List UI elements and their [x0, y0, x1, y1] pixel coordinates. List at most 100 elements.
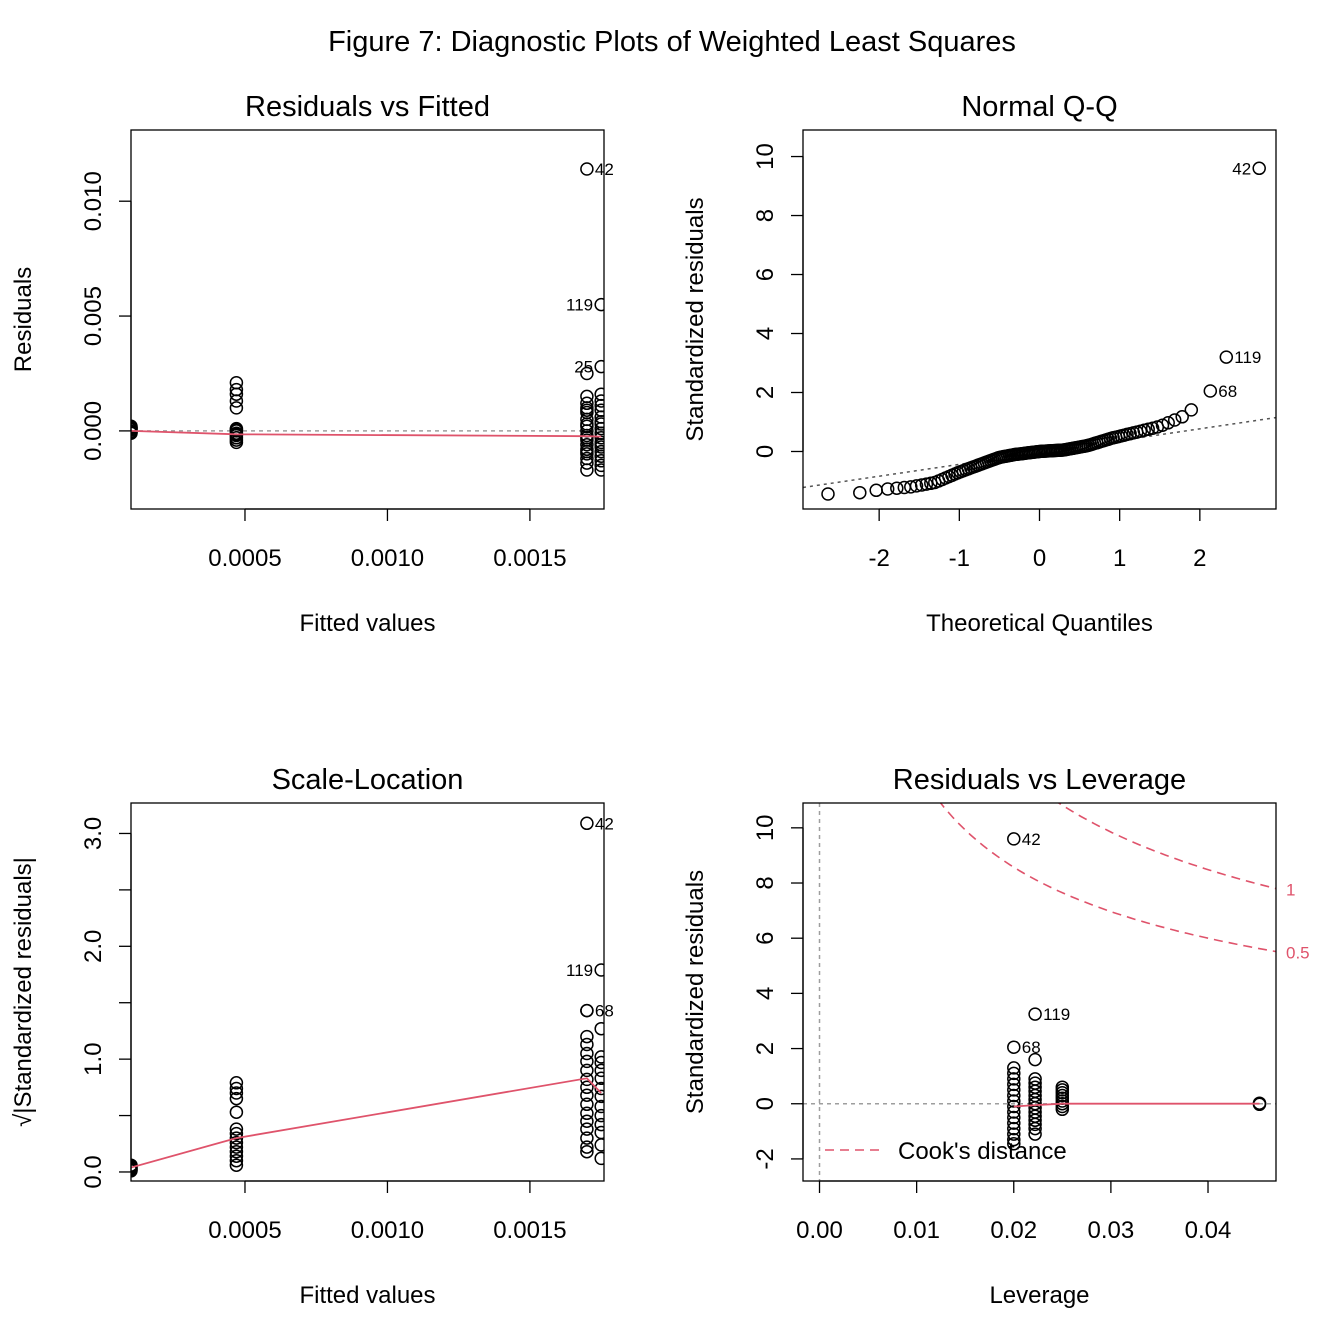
- data-point: [1007, 1066, 1021, 1081]
- point-label: 25: [574, 358, 593, 377]
- data-point: [580, 366, 594, 381]
- x-tick-label: 0.02: [990, 1217, 1037, 1244]
- data-point: [1007, 1121, 1021, 1136]
- data-point: [1007, 1040, 1021, 1054]
- x-tick-label: 0.00: [796, 1217, 843, 1244]
- x-tick-label: 0.0005: [208, 1217, 281, 1244]
- data-point: [229, 1140, 244, 1154]
- data-point: [580, 437, 594, 452]
- legend: Cook's distance: [825, 1138, 1067, 1165]
- data-point: [229, 1149, 244, 1163]
- panel-title: Scale-Location: [272, 764, 464, 796]
- data-point: [580, 1144, 594, 1159]
- data-point: [580, 1114, 594, 1128]
- x-axis: 0.00 0.01 0.02 0.03 0.04: [796, 1180, 1232, 1244]
- y-axis: 0.000 0.005 0.010: [80, 171, 132, 461]
- data-point: [594, 444, 604, 459]
- data-point: [229, 1105, 244, 1119]
- data-point: [229, 1091, 244, 1106]
- y-tick-label: 4: [752, 327, 779, 340]
- data-point: [580, 444, 594, 459]
- data-point: [580, 1037, 594, 1052]
- data-point: [880, 482, 895, 496]
- y-tick-label: 4: [752, 987, 779, 1000]
- data-point: [131, 426, 138, 440]
- data-point: [914, 478, 929, 492]
- data-point: [1007, 1077, 1021, 1092]
- data-point: [594, 1099, 604, 1114]
- data-point: [131, 421, 138, 436]
- y-tick-label: 10: [752, 143, 779, 170]
- data-point: [1175, 410, 1189, 424]
- data-point: [1028, 1007, 1042, 1021]
- x-tick-label: 0.0005: [208, 545, 281, 572]
- data-point: [580, 1097, 594, 1112]
- data-point: [594, 1151, 604, 1166]
- data-point: [1007, 1116, 1021, 1130]
- data-point: [1184, 403, 1199, 417]
- data-point: [594, 431, 604, 445]
- y-tick-label: 2: [752, 386, 779, 399]
- data-point: [869, 483, 883, 498]
- cooks-distance-curve: [1057, 803, 1276, 890]
- x-tick-label: 0.03: [1088, 1217, 1135, 1244]
- data-point: [919, 477, 934, 491]
- x-tick-label: 1: [1113, 545, 1126, 572]
- point-label: 68: [1022, 1038, 1041, 1057]
- point-label: 119: [566, 961, 593, 980]
- data-point: [1007, 1083, 1021, 1097]
- panel-4: Residuals vs Leverage Leverage Standardize…: [682, 764, 1310, 1309]
- data-point: [1007, 1072, 1021, 1086]
- data-point: [594, 1081, 604, 1096]
- panel-3: Scale-Location Fitted values √|Standardize…: [10, 764, 614, 1309]
- y-tick-label: 1.0: [80, 1042, 107, 1075]
- y-tick-label: 0: [752, 1097, 779, 1110]
- data-point: [1007, 1137, 1021, 1151]
- data-point: [580, 1063, 594, 1078]
- x-axis: 0.0005 0.0010 0.0015: [208, 1180, 567, 1244]
- data-point: [1028, 1052, 1042, 1067]
- y-tick-label: 2: [752, 1042, 779, 1055]
- data-point: [594, 1117, 604, 1132]
- x-tick-label: 0.01: [893, 1217, 940, 1244]
- data-point: [229, 1153, 244, 1168]
- data-point: [1167, 413, 1182, 427]
- point-label: 42: [1022, 830, 1041, 849]
- data-point: [229, 394, 244, 408]
- x-tick-label: 0.0010: [351, 1217, 424, 1244]
- x-tick-label: -2: [868, 545, 889, 572]
- x-tick-label: 0.0010: [351, 545, 424, 572]
- data-point: [594, 1089, 604, 1104]
- data-point: [594, 1055, 604, 1070]
- data-point: [580, 816, 594, 831]
- y-tick-label: 0.0: [80, 1155, 107, 1188]
- data-point: [229, 1158, 244, 1172]
- data-point: [580, 1080, 594, 1095]
- data-point: [594, 421, 604, 436]
- y-tick-label: 8: [752, 876, 779, 889]
- data-point: [1219, 350, 1234, 364]
- data-point: [580, 162, 594, 176]
- data-point: [580, 1029, 594, 1044]
- y-tick-label: 0.000: [80, 401, 107, 461]
- data-point: [594, 1063, 604, 1078]
- y-tick-label: 0.010: [80, 171, 107, 231]
- data-point: [594, 359, 604, 374]
- data-point: [853, 485, 867, 500]
- y-tick-label: 0: [752, 445, 779, 458]
- panel-title: Residuals vs Fitted: [245, 91, 490, 123]
- x-tick-label: 0.0015: [493, 1217, 566, 1244]
- point-label: 119: [1234, 348, 1261, 367]
- y-tick-label: 0.005: [80, 286, 107, 346]
- data-point: [594, 1125, 604, 1140]
- x-tick-label: 0.04: [1185, 1217, 1232, 1244]
- legend-label: Cook's distance: [898, 1138, 1067, 1165]
- panel-2: Normal Q-Q Theoretical Quantiles Standardi…: [682, 91, 1277, 637]
- data-point: [821, 487, 835, 501]
- data-point: [594, 394, 604, 408]
- y-axis-label: Standardized residuals: [682, 870, 709, 1114]
- data-point: [594, 454, 604, 468]
- data-point: [594, 963, 604, 977]
- data-point: [229, 1076, 244, 1090]
- plot-area: [131, 162, 604, 477]
